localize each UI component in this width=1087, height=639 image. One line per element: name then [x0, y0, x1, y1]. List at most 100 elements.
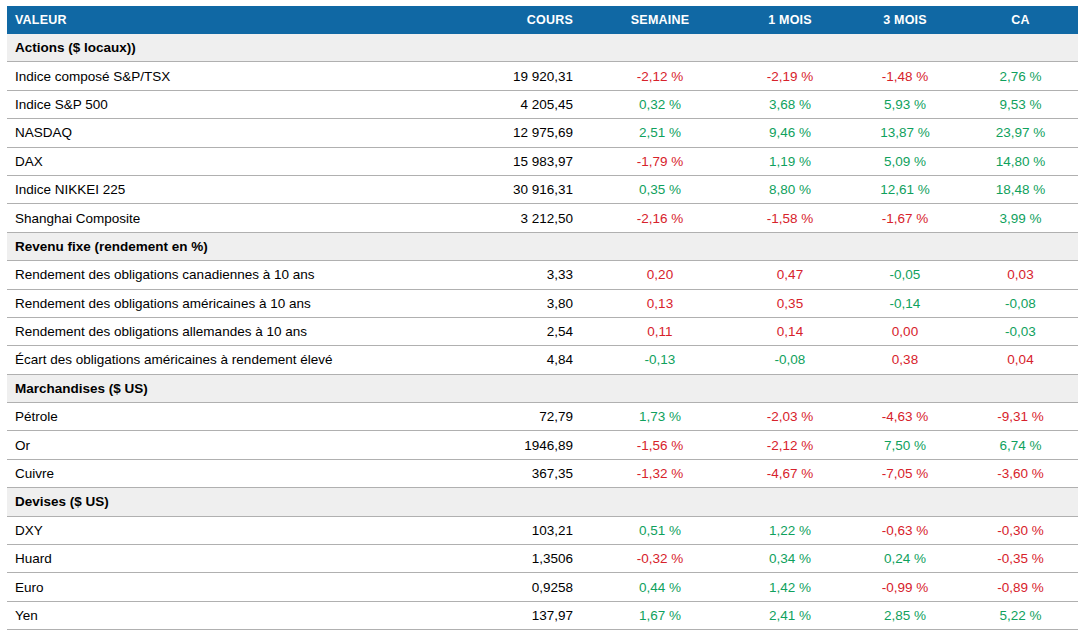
row-label: NASDAQ — [7, 119, 447, 147]
table-row: Indice S&P 5004 205,450,32 %3,68 %5,93 %… — [7, 90, 1078, 118]
change-value: 23,97 % — [963, 119, 1078, 147]
change-value: 8,80 % — [733, 175, 847, 203]
change-value: -4,67 % — [733, 459, 847, 487]
change-value: -3,60 % — [963, 459, 1078, 487]
change-value: -1,48 % — [847, 62, 963, 90]
table-row: DAX15 983,97-1,79 %1,19 %5,09 %14,80 % — [7, 147, 1078, 175]
row-label: DXY — [7, 516, 447, 544]
change-value: -0,63 % — [847, 516, 963, 544]
change-value: -0,13 — [587, 346, 733, 374]
column-header-cours: COURS — [447, 6, 587, 34]
change-value: 1,42 % — [733, 573, 847, 601]
table-row: Or1946,89-1,56 %-2,12 %7,50 %6,74 % — [7, 431, 1078, 459]
row-label: Shanghai Composite — [7, 204, 447, 232]
change-value: 2,76 % — [963, 62, 1078, 90]
change-value: 0,47 — [733, 261, 847, 289]
cours-value: 137,97 — [447, 601, 587, 629]
row-label: Rendement des obligations américaines à … — [7, 289, 447, 317]
change-value: -0,99 % — [847, 573, 963, 601]
change-value: -2,03 % — [733, 403, 847, 431]
change-value: 5,22 % — [963, 601, 1078, 629]
market-summary-table: VALEUR COURS SEMAINE 1 MOIS 3 MOIS CA Ac… — [7, 6, 1078, 630]
table-row: Rendement des obligations allemandes à 1… — [7, 317, 1078, 345]
change-value: 0,20 — [587, 261, 733, 289]
row-label: Écart des obligations américaines à rend… — [7, 346, 447, 374]
change-value: -1,79 % — [587, 147, 733, 175]
cours-value: 4 205,45 — [447, 90, 587, 118]
change-value: 0,11 — [587, 317, 733, 345]
section-row: Marchandises ($ US) — [7, 374, 1078, 402]
table-row: Huard1,3506-0,32 %0,34 %0,24 %-0,35 % — [7, 545, 1078, 573]
section-row: Devises ($ US) — [7, 488, 1078, 516]
table-row: Euro0,92580,44 %1,42 %-0,99 %-0,89 % — [7, 573, 1078, 601]
section-title: Actions ($ locaux)) — [7, 34, 1078, 62]
row-label: Rendement des obligations allemandes à 1… — [7, 317, 447, 345]
table-row: NASDAQ12 975,692,51 %9,46 %13,87 %23,97 … — [7, 119, 1078, 147]
change-value: 0,04 — [963, 346, 1078, 374]
section-title: Marchandises ($ US) — [7, 374, 1078, 402]
row-label: DAX — [7, 147, 447, 175]
change-value: 5,93 % — [847, 90, 963, 118]
change-value: -0,14 — [847, 289, 963, 317]
cours-value: 4,84 — [447, 346, 587, 374]
table-row: Rendement des obligations américaines à … — [7, 289, 1078, 317]
change-value: -2,12 % — [733, 431, 847, 459]
cours-value: 12 975,69 — [447, 119, 587, 147]
column-header-valeur: VALEUR — [7, 6, 447, 34]
row-label: Yen — [7, 601, 447, 629]
cours-value: 0,9258 — [447, 573, 587, 601]
change-value: 0,34 % — [733, 545, 847, 573]
change-value: -2,16 % — [587, 204, 733, 232]
change-value: -0,35 % — [963, 545, 1078, 573]
change-value: 0,03 — [963, 261, 1078, 289]
row-label: Indice S&P 500 — [7, 90, 447, 118]
cours-value: 367,35 — [447, 459, 587, 487]
section-title: Devises ($ US) — [7, 488, 1078, 516]
cours-value: 3,33 — [447, 261, 587, 289]
change-value: -1,32 % — [587, 459, 733, 487]
change-value: -4,63 % — [847, 403, 963, 431]
change-value: -9,31 % — [963, 403, 1078, 431]
table-row: Yen137,971,67 %2,41 %2,85 %5,22 % — [7, 601, 1078, 629]
change-value: 1,22 % — [733, 516, 847, 544]
table-body: Actions ($ locaux))Indice composé S&P/TS… — [7, 34, 1078, 630]
change-value: -0,08 — [963, 289, 1078, 317]
change-value: 1,67 % — [587, 601, 733, 629]
cours-value: 19 920,31 — [447, 62, 587, 90]
change-value: 14,80 % — [963, 147, 1078, 175]
change-value: 2,85 % — [847, 601, 963, 629]
change-value: -2,19 % — [733, 62, 847, 90]
column-header-3mois: 3 MOIS — [847, 6, 963, 34]
column-header-ca: CA — [963, 6, 1078, 34]
cours-value: 103,21 — [447, 516, 587, 544]
table-row: Shanghai Composite3 212,50-2,16 %-1,58 %… — [7, 204, 1078, 232]
table-header: VALEUR COURS SEMAINE 1 MOIS 3 MOIS CA — [7, 6, 1078, 34]
header-row: VALEUR COURS SEMAINE 1 MOIS 3 MOIS CA — [7, 6, 1078, 34]
change-value: -0,03 — [963, 317, 1078, 345]
change-value: 6,74 % — [963, 431, 1078, 459]
change-value: -0,89 % — [963, 573, 1078, 601]
section-row: Revenu fixe (rendement en %) — [7, 232, 1078, 260]
change-value: -1,56 % — [587, 431, 733, 459]
change-value: 1,73 % — [587, 403, 733, 431]
table-row: DXY103,210,51 %1,22 %-0,63 %-0,30 % — [7, 516, 1078, 544]
change-value: 9,46 % — [733, 119, 847, 147]
change-value: -0,30 % — [963, 516, 1078, 544]
section-row: Actions ($ locaux)) — [7, 34, 1078, 62]
change-value: 0,14 — [733, 317, 847, 345]
cours-value: 2,54 — [447, 317, 587, 345]
row-label: Cuivre — [7, 459, 447, 487]
change-value: 3,99 % — [963, 204, 1078, 232]
row-label: Pétrole — [7, 403, 447, 431]
row-label: Indice composé S&P/TSX — [7, 62, 447, 90]
change-value: -7,05 % — [847, 459, 963, 487]
change-value: 9,53 % — [963, 90, 1078, 118]
row-label: Indice NIKKEI 225 — [7, 175, 447, 203]
cours-value: 30 916,31 — [447, 175, 587, 203]
change-value: 2,51 % — [587, 119, 733, 147]
change-value: 0,32 % — [587, 90, 733, 118]
row-label: Rendement des obligations canadiennes à … — [7, 261, 447, 289]
change-value: 1,19 % — [733, 147, 847, 175]
change-value: -0,32 % — [587, 545, 733, 573]
change-value: -2,12 % — [587, 62, 733, 90]
